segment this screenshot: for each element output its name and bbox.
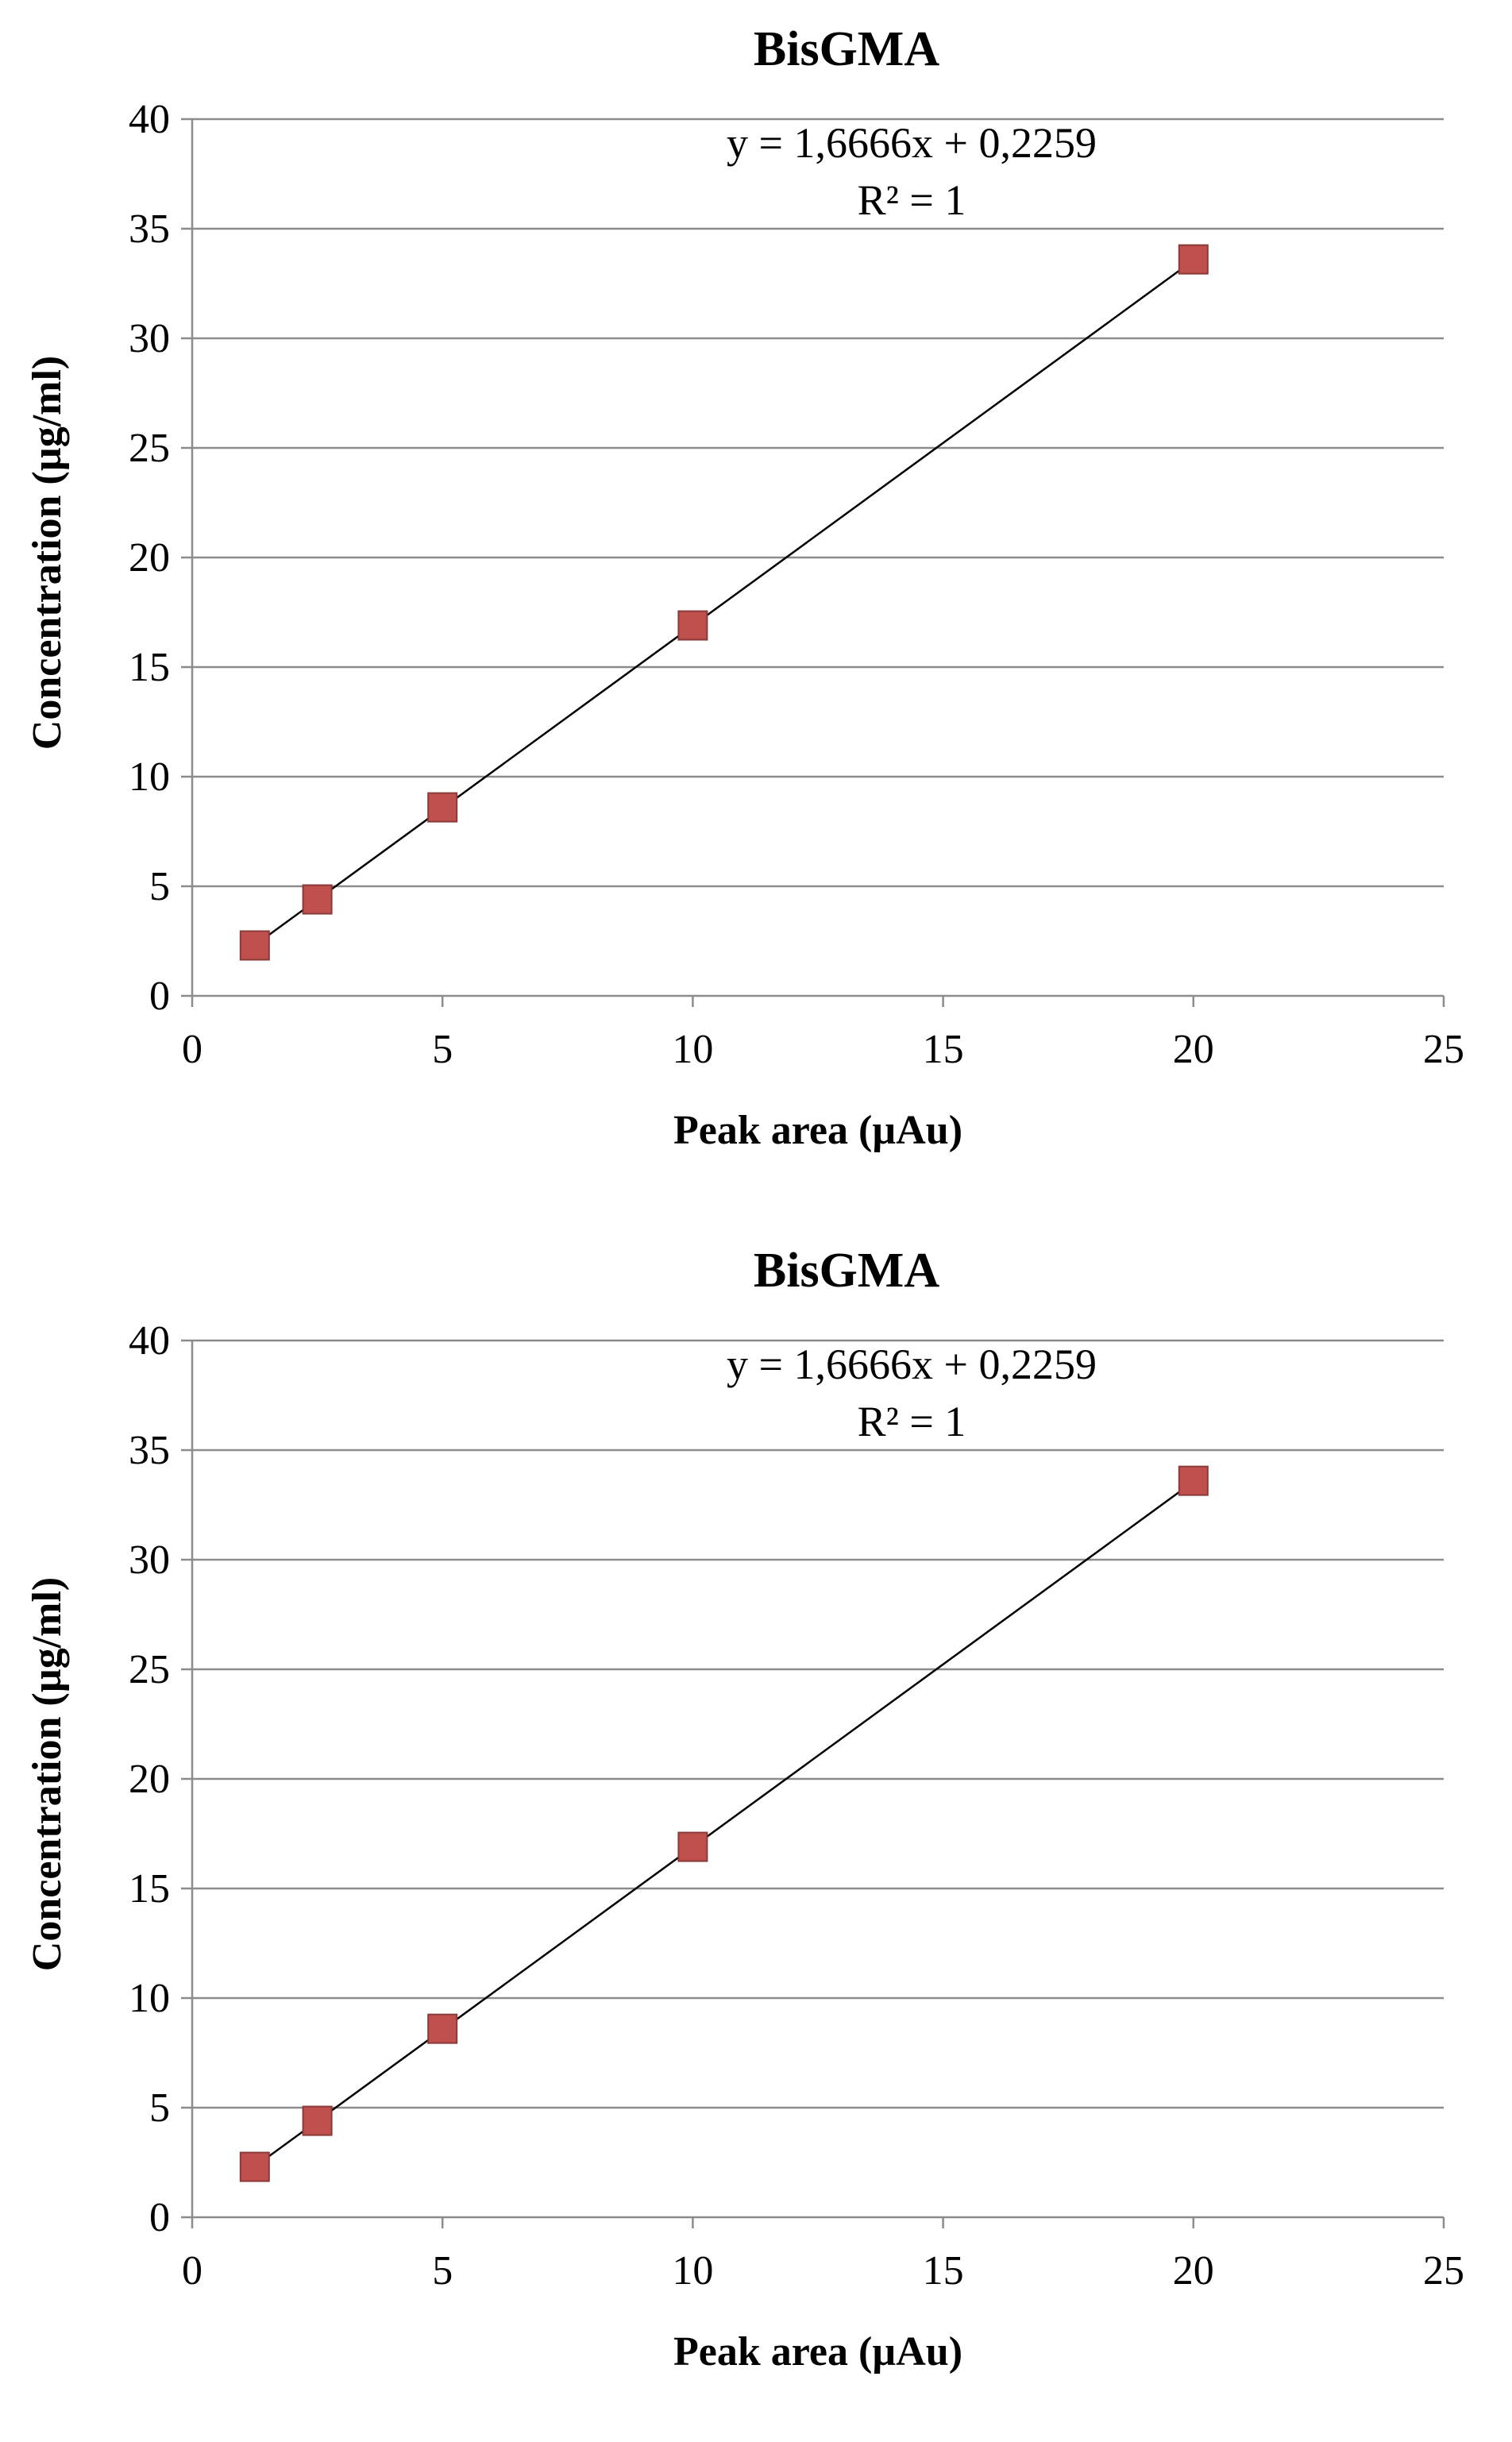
y-tick-label-35: 35 <box>129 206 170 252</box>
gridlines <box>192 1339 1444 2109</box>
y-tick-label-40: 40 <box>129 97 170 142</box>
data-point <box>677 1831 708 1862</box>
y-tick-label-5: 5 <box>149 2085 170 2131</box>
y-tick-label-15: 15 <box>129 1866 170 1912</box>
y-tick-label-10: 10 <box>129 1976 170 2021</box>
trendline-equation: y = 1,6666x + 0,2259 <box>727 1341 1097 1388</box>
chart-1: BisGMA 0 5 10 15 20 25 30 35 40 0 5 10 15 20 25 y = 1… <box>25 22 1464 1153</box>
data-points <box>239 1465 1209 2182</box>
trendline-group <box>254 259 1194 947</box>
x-tick-labels: 0 5 10 15 20 25 <box>182 2248 1464 2293</box>
x-tick-label-25: 25 <box>1423 1027 1464 1072</box>
data-point <box>302 2105 333 2136</box>
y-tick-labels: 0 5 10 15 20 25 30 35 40 <box>129 1318 170 2240</box>
x-tick-label-15: 15 <box>923 1027 964 1072</box>
y-tick-label-25: 25 <box>129 426 170 471</box>
data-point <box>1178 244 1209 275</box>
data-point <box>1178 1465 1209 1496</box>
trendline <box>254 259 1194 947</box>
y-axis-label: Concentration (µg/ml) <box>25 1577 70 1971</box>
x-tick-label-0: 0 <box>182 2248 202 2293</box>
x-axis-label: Peak area (µAu) <box>673 1108 962 1153</box>
data-point <box>427 2013 458 2044</box>
trendline-group <box>254 1480 1194 2168</box>
x-tick-label-10: 10 <box>672 1027 713 1072</box>
y-tick-label-0: 0 <box>149 974 170 1019</box>
x-tick-label-25: 25 <box>1423 2248 1464 2293</box>
y-tick-labels: 0 5 10 15 20 25 30 35 40 <box>129 97 170 1019</box>
y-tick-label-20: 20 <box>129 535 170 581</box>
y-axis-label: Concentration (µg/ml) <box>25 356 70 750</box>
data-point <box>302 884 333 915</box>
data-point <box>427 792 458 823</box>
y-tick-label-30: 30 <box>129 1537 170 1583</box>
x-tick-labels: 0 5 10 15 20 25 <box>182 1027 1464 1072</box>
data-point <box>239 2151 270 2182</box>
data-point <box>239 930 270 961</box>
trendline-r-squared: R² = 1 <box>858 176 966 224</box>
y-tick-label-0: 0 <box>149 2195 170 2240</box>
data-point <box>677 610 708 641</box>
chart-2-svg: BisGMA 0 5 10 15 20 25 30 35 40 0 5 10 15 20 25 y = 1… <box>25 1244 1464 2374</box>
chart-title: BisGMA <box>754 1244 939 1298</box>
y-tick-label-20: 20 <box>129 1757 170 1802</box>
trendline-r-squared: R² = 1 <box>858 1398 966 1445</box>
chart-1-svg: BisGMA 0 5 10 15 20 25 30 35 40 0 5 10 15 20 25 y = 1… <box>25 22 1464 1153</box>
data-points <box>239 244 1209 961</box>
y-tick-label-35: 35 <box>129 1428 170 1473</box>
x-tick-label-20: 20 <box>1173 1027 1214 1072</box>
axes <box>181 1339 1445 2228</box>
y-tick-label-40: 40 <box>129 1318 170 1364</box>
y-tick-label-10: 10 <box>129 754 170 800</box>
x-tick-label-20: 20 <box>1173 2248 1214 2293</box>
x-tick-label-5: 5 <box>432 2248 453 2293</box>
y-tick-label-25: 25 <box>129 1647 170 1692</box>
y-tick-label-15: 15 <box>129 645 170 690</box>
trendline <box>254 1480 1194 2168</box>
x-tick-label-5: 5 <box>432 1027 453 1072</box>
chart-title: BisGMA <box>754 22 939 76</box>
x-axis-label: Peak area (µAu) <box>673 2329 962 2374</box>
y-tick-label-30: 30 <box>129 316 170 361</box>
x-tick-label-10: 10 <box>672 2248 713 2293</box>
chart-2: BisGMA 0 5 10 15 20 25 30 35 40 0 5 10 15 20 25 y = 1… <box>0 1221 1512 2442</box>
gridlines <box>192 118 1444 888</box>
x-tick-label-15: 15 <box>923 2248 964 2293</box>
axes <box>181 118 1445 1007</box>
x-tick-label-0: 0 <box>182 1027 202 1072</box>
trendline-equation: y = 1,6666x + 0,2259 <box>727 119 1097 167</box>
y-tick-label-5: 5 <box>149 864 170 909</box>
